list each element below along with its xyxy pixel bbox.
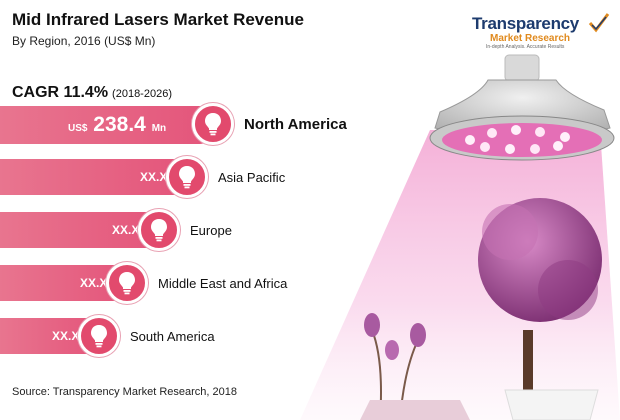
category-label: Asia Pacific — [218, 170, 286, 185]
logo-sub: Market Research — [490, 33, 571, 44]
logo-tagline: In-depth Analysis. Accurate Results — [486, 44, 565, 50]
bar-value-label: XX.X — [52, 329, 80, 343]
cagr-value: CAGR 11.4% — [12, 84, 109, 101]
lightbulb-icon — [106, 262, 148, 304]
chart-subtitle: By Region, 2016 (US$ Mn) — [12, 34, 156, 48]
potted-plant — [360, 198, 602, 420]
lightbulb-icon — [78, 315, 120, 357]
bar-asia-pacific — [0, 159, 192, 195]
company-logo: Transparency Market Research In-depth An… — [466, 12, 614, 52]
chart-title: Mid Infrared Lasers Market Revenue — [12, 10, 304, 29]
category-label: Middle East and Africa — [158, 276, 288, 291]
bar-value-label: US$ 238.4 Mn — [68, 113, 167, 136]
checkmark-icon — [588, 13, 610, 33]
category-label: North America — [244, 116, 347, 133]
cagr-label: CAGR 11.4% (2018-2026) — [12, 84, 172, 102]
bar-value-label: XX.X — [80, 276, 108, 290]
bar-value-label: XX.X — [112, 223, 140, 237]
lightbulb-icon — [166, 156, 208, 198]
cagr-period: (2018-2026) — [112, 88, 172, 100]
logo-name: Transparency — [472, 14, 579, 33]
lightbulb-icon — [192, 103, 234, 145]
category-label: Europe — [190, 223, 232, 238]
source-note: Source: Transparency Market Research, 20… — [12, 386, 238, 398]
category-label: South America — [130, 329, 215, 344]
bar-north-america — [0, 106, 218, 144]
bar-value-label: XX.X — [140, 170, 168, 184]
bar-europe — [0, 212, 164, 248]
lamp — [429, 54, 615, 161]
lightbulb-icon — [138, 209, 180, 251]
